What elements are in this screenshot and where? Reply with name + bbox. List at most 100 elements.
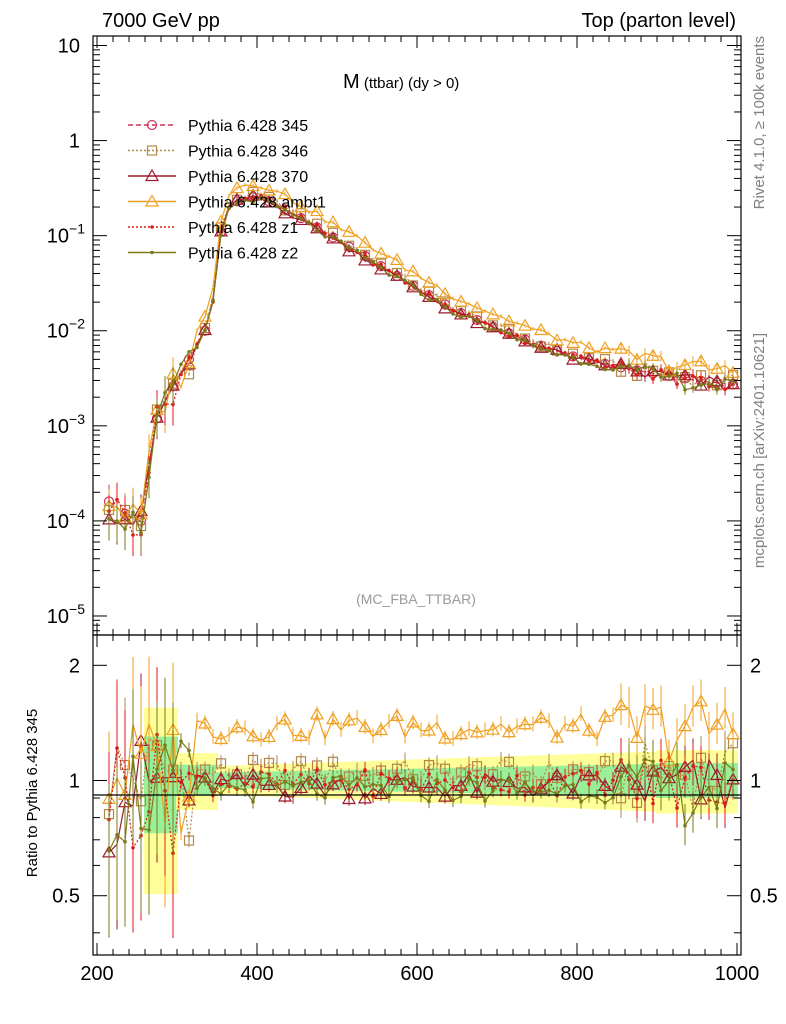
ratio-point (453, 726, 469, 740)
y-tick-base: 10 (47, 416, 69, 438)
ratio-point (261, 777, 277, 791)
x-tick-label: 200 (80, 963, 113, 985)
data-point (293, 199, 309, 213)
legend-label: Pythia 6.428 370 (188, 169, 308, 186)
legend-marker (146, 145, 158, 156)
plot-title-sub: (ttbar) (dy > 0) (360, 75, 460, 92)
ratio-point (247, 754, 259, 766)
ratio-point (277, 712, 293, 725)
watermark: (MC_FBA_TTBAR) (356, 591, 476, 607)
y-tick-label: 10−5 (47, 601, 85, 628)
ratio-point (629, 730, 645, 743)
x-tick-labels: 200 400 600 800 1000 (80, 963, 759, 985)
legend-label: Pythia 6.428 346 (188, 144, 308, 161)
ratio-point (373, 786, 389, 800)
ratio-point (709, 717, 725, 730)
ratio-point (565, 786, 581, 799)
ratio-point (229, 720, 245, 733)
ratio-point (181, 789, 197, 802)
ratio-point (469, 785, 485, 798)
series-line (108, 184, 734, 519)
ratio-point (549, 730, 565, 743)
ratio-point (215, 758, 227, 769)
ratio-point (277, 789, 293, 802)
ratio-point (357, 719, 373, 733)
data-point (389, 268, 405, 281)
y-tick-exponent: −4 (69, 506, 85, 522)
ratio-point (389, 708, 405, 721)
ratio-point (341, 791, 357, 805)
y-tick-exponent: −2 (69, 316, 85, 332)
ratio-point (363, 768, 367, 772)
legend-label: Pythia 6.428 ambt1 (188, 195, 326, 212)
data-point (693, 354, 709, 367)
y-tick-base: 1 (69, 131, 80, 153)
ratio-point (229, 766, 245, 779)
y-tick-label: 10−1 (47, 221, 85, 248)
legend-marker (144, 194, 160, 207)
ratio-plot-series (101, 656, 741, 939)
data-point (597, 340, 613, 354)
y-tick-exponent: −1 (69, 221, 85, 237)
data-point (613, 341, 629, 354)
ratio-point (709, 767, 725, 781)
y-tick-exponent: −3 (69, 411, 85, 427)
ratio-point (503, 756, 515, 767)
data-point (357, 235, 373, 248)
ratio-tick-label-right: 0.5 (750, 886, 778, 908)
ratio-tick-label-left: 0.5 (52, 886, 80, 908)
y-tick-base: 10 (47, 321, 69, 343)
ratio-point (499, 787, 503, 792)
x-tick-label: 400 (240, 963, 273, 985)
ratio-point (405, 779, 421, 792)
plot-title: M (ttbar) (dy > 0) (343, 71, 459, 93)
ratio-point (613, 697, 629, 711)
plot-title-main: M (343, 71, 360, 93)
ratio-point (421, 723, 437, 736)
header-right: Top (parton level) (581, 10, 736, 32)
ratio-point (455, 767, 467, 778)
y-tick-base: 10 (47, 606, 69, 628)
ratio-point (133, 746, 149, 759)
x-tick-label: 800 (560, 963, 593, 985)
legend-marker (150, 250, 154, 255)
legend-entry-3: Pythia 6.428 ambt1 (128, 194, 326, 212)
ratio-point (677, 718, 693, 732)
ratio-point (501, 724, 517, 738)
ratio-point (517, 717, 533, 730)
legend-entry-4: Pythia 6.428 z1 (128, 220, 298, 237)
data-point (437, 286, 453, 300)
data-point (405, 280, 421, 293)
data-point (197, 322, 213, 336)
ratio-point (485, 722, 501, 735)
data-point (691, 374, 695, 379)
y-tick-base: 10 (47, 511, 69, 533)
ratio-point (293, 780, 309, 794)
ratio-point (357, 791, 373, 804)
ratio-point (533, 710, 549, 723)
ratio-point (181, 793, 197, 806)
data-point (469, 300, 485, 314)
ratio-point (387, 776, 391, 781)
y-tick-label: 10−2 (47, 316, 85, 343)
y-tick-base: 10 (58, 36, 80, 58)
legend-marker (144, 168, 160, 182)
legend: Pythia 6.428 345 Pythia 6.428 346 Pythia 6… (128, 118, 326, 263)
y-tick-exponent: −5 (69, 601, 85, 617)
data-point (277, 206, 293, 219)
y-tick-label: 10−3 (47, 411, 85, 438)
data-point (325, 215, 341, 228)
data-point (437, 301, 453, 314)
main-plot-series (101, 178, 741, 557)
legend-entry-5: Pythia 6.428 z2 (128, 246, 298, 263)
ratio-y-tick-labels: 0.5 0.5 1 1 2 2 (52, 655, 778, 907)
ratio-point (373, 722, 389, 736)
x-tick-label: 600 (400, 963, 433, 985)
ratio-point (421, 780, 437, 793)
y-tick-label: 10−4 (47, 506, 85, 533)
ratio-point (437, 789, 453, 802)
legend-entry-0: Pythia 6.428 345 (128, 118, 308, 135)
data-point (421, 275, 437, 288)
axis-ticks (93, 36, 741, 955)
